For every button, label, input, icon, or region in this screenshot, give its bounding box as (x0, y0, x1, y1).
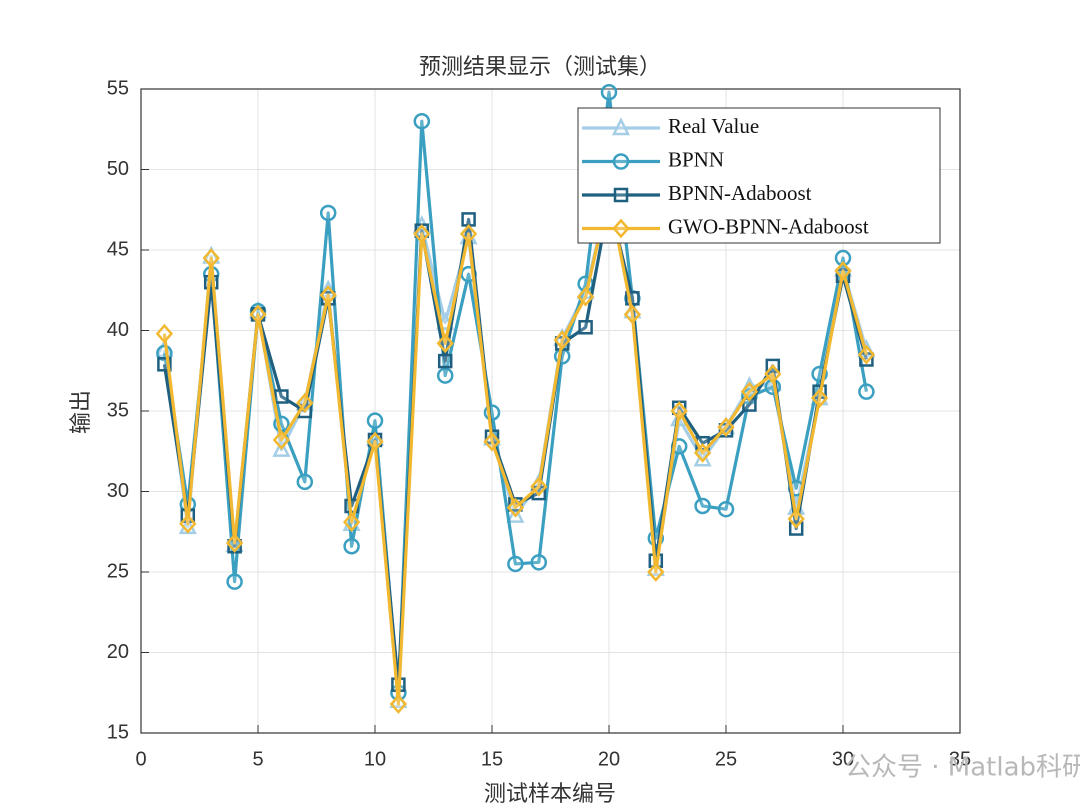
y-tick-label: 35 (107, 399, 129, 421)
marker (366, 412, 384, 429)
y-tick-label: 30 (107, 480, 129, 502)
legend-marker (612, 218, 630, 239)
y-tick-label: 25 (107, 560, 129, 582)
x-tick-label: 15 (481, 748, 503, 770)
marker (553, 330, 571, 351)
legend-label: BPNN-Adaboost (668, 181, 812, 205)
marker (530, 554, 548, 571)
y-axis-label: 输出 (69, 390, 94, 434)
legend-marker (613, 187, 629, 203)
legend-marker (611, 117, 631, 136)
marker (600, 83, 618, 101)
x-tick-label: 25 (715, 748, 737, 770)
marker (179, 513, 197, 534)
marker (296, 393, 314, 413)
marker (319, 204, 337, 222)
legend-label: Real Value (668, 114, 759, 138)
marker (693, 442, 712, 463)
marker (274, 389, 289, 404)
marker (483, 431, 501, 452)
x-tick-label: 5 (252, 748, 263, 770)
chart-title: 预测结果显示（测试集） (419, 55, 661, 80)
marker (810, 388, 829, 409)
marker (226, 573, 243, 590)
marker (694, 497, 711, 515)
marker (155, 323, 174, 344)
watermark: 公众号 · Matlab科研助手 (845, 753, 1080, 783)
marker (787, 508, 805, 529)
marker (203, 274, 219, 290)
marker (436, 367, 454, 384)
marker (225, 533, 244, 553)
marker (319, 285, 337, 305)
marker (740, 381, 759, 402)
marker (578, 320, 593, 335)
y-tick-label: 55 (107, 77, 129, 99)
marker (834, 249, 852, 267)
marker (670, 401, 688, 421)
marker (342, 512, 361, 532)
marker (717, 417, 735, 437)
marker (857, 344, 876, 365)
legend-label: GWO-BPNN-Adaboost (668, 214, 869, 238)
legend-box (577, 107, 941, 244)
marker (764, 364, 782, 384)
marker (530, 476, 548, 497)
series-line (162, 90, 868, 695)
series-line (162, 192, 868, 706)
legend: Real Value BPNN BPNN-Adaboost GWO-BPNN-Adab… (577, 107, 941, 244)
marker (461, 212, 476, 227)
y-tick-label: 45 (107, 238, 129, 260)
y-tick-label: 15 (107, 721, 129, 743)
marker (413, 112, 431, 130)
x-tick-label: 0 (135, 748, 146, 770)
x-axis-label: 测试样本编号 (484, 782, 616, 807)
marker (437, 353, 453, 369)
plot-frame (140, 88, 961, 734)
y-tick-label: 50 (107, 158, 129, 180)
marker (202, 248, 220, 268)
y-tick-label: 20 (107, 641, 129, 663)
marker (343, 537, 360, 555)
marker (366, 431, 384, 452)
legend-label: BPNN (668, 147, 724, 171)
marker (506, 497, 525, 518)
marker (576, 286, 595, 307)
x-tick-label: 30 (832, 748, 854, 770)
marker (296, 473, 314, 491)
legend-marker (612, 153, 630, 170)
x-tick-label: 35 (949, 748, 971, 770)
y-tick-label: 40 (107, 319, 129, 341)
marker (389, 694, 408, 714)
x-tick-label: 20 (598, 748, 620, 770)
marker (507, 555, 524, 573)
marker (834, 261, 852, 281)
marker (436, 333, 454, 354)
marker (249, 304, 267, 325)
marker (459, 224, 478, 244)
marker (413, 224, 431, 244)
marker (623, 304, 642, 325)
marker (647, 562, 665, 582)
marker (272, 430, 291, 450)
x-tick-label: 10 (364, 748, 386, 770)
marker (858, 383, 875, 400)
marker (717, 500, 735, 518)
